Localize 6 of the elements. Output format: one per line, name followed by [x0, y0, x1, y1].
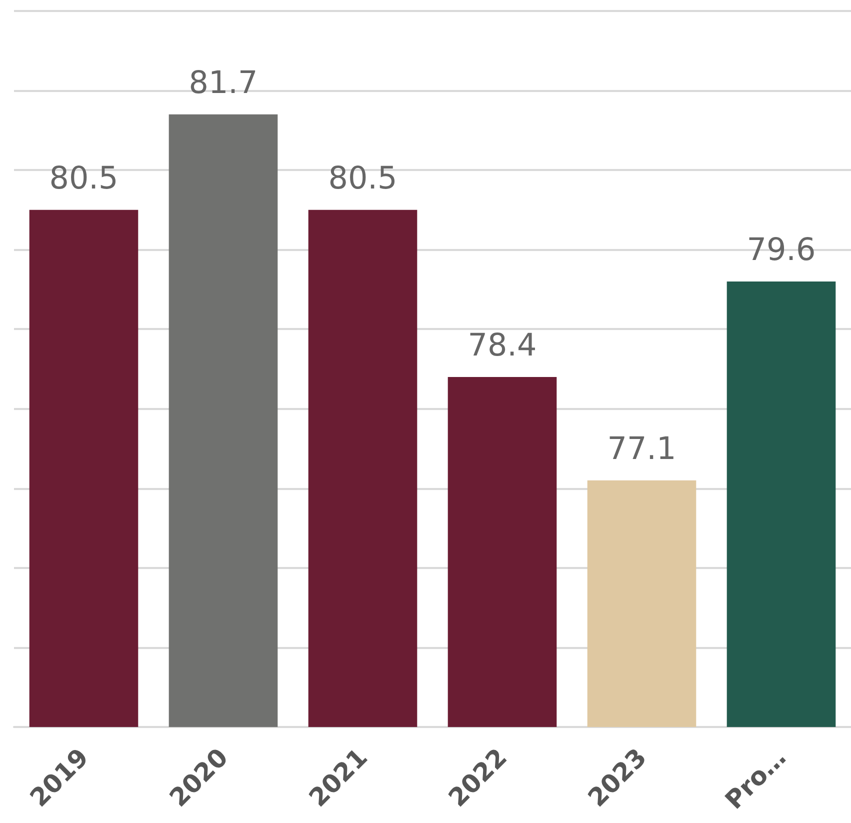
data-label: 78.4 — [468, 327, 537, 364]
data-label: 77.1 — [607, 430, 676, 467]
data-label: 79.6 — [746, 232, 816, 268]
data-label: 80.5 — [49, 160, 118, 196]
data-label: 80.5 — [328, 160, 398, 196]
data-label: 81.7 — [188, 64, 258, 101]
